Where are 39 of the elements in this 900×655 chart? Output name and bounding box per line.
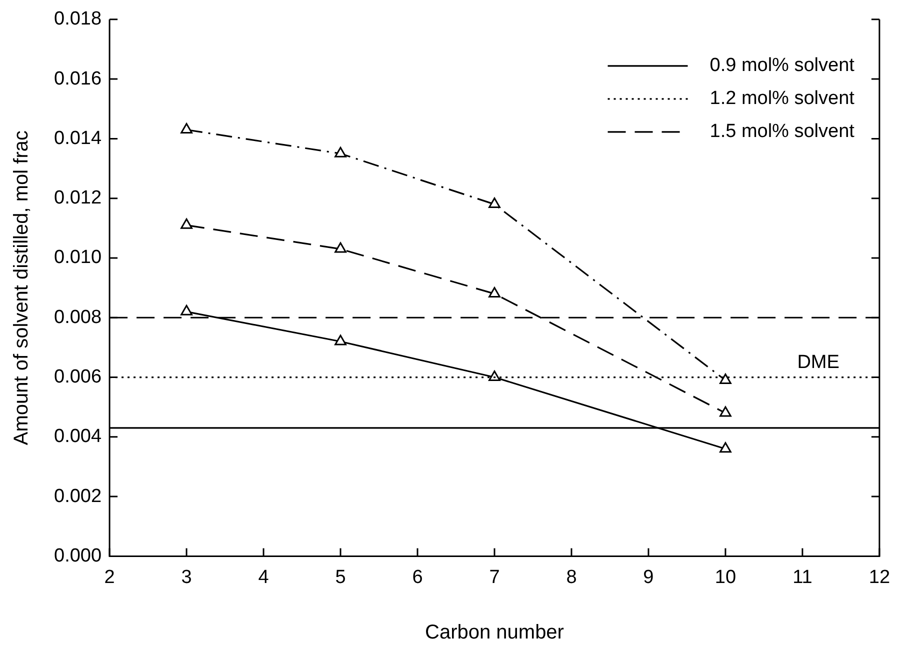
y-tick-label: 0.008 xyxy=(54,306,102,328)
point xyxy=(180,218,192,229)
y-tick-label: 0.018 xyxy=(54,8,102,30)
annotation: DME xyxy=(797,352,840,374)
y-axis-title: Amount of solvent distilled, mol frac xyxy=(10,130,33,446)
x-tick-label: 12 xyxy=(868,566,890,588)
x-tick-label: 3 xyxy=(181,566,192,588)
y-tick-label: 0.002 xyxy=(54,486,102,507)
x-tick-label: 6 xyxy=(412,566,423,588)
x-tick-label: 9 xyxy=(643,566,654,588)
x-tick-label: 5 xyxy=(335,566,346,588)
y-tick-label: 0.014 xyxy=(54,128,102,149)
x-tick-label: 10 xyxy=(714,566,736,588)
legend-label: 0.9 mol% solvent xyxy=(710,55,856,76)
point xyxy=(334,334,346,346)
point xyxy=(720,406,732,417)
point xyxy=(488,287,500,298)
y-tick-label: 0.010 xyxy=(54,247,102,268)
x-tick-label: 4 xyxy=(258,566,270,588)
point xyxy=(720,442,732,453)
point xyxy=(334,242,346,253)
x-tick-label: 7 xyxy=(489,566,500,588)
x-axis-title: Carbon number xyxy=(425,622,564,644)
y-tick-label: 0.004 xyxy=(54,426,102,448)
point xyxy=(488,198,500,208)
point xyxy=(720,374,732,384)
y-tick-label: 0.000 xyxy=(54,545,102,566)
y-tick-label: 0.016 xyxy=(54,68,102,90)
x-tick-label: 11 xyxy=(792,566,812,588)
point xyxy=(334,146,346,158)
point xyxy=(180,122,192,134)
point xyxy=(488,370,500,382)
legend-label: 1.2 mol% solvent xyxy=(710,88,856,110)
point xyxy=(180,304,192,316)
legend-label: 1.5 mol% solvent xyxy=(710,121,856,142)
x-tick-label: 8 xyxy=(566,566,577,588)
y-tick-label: 0.012 xyxy=(54,188,102,209)
x-tick-label: 2 xyxy=(104,566,115,588)
y-tick-label: 0.006 xyxy=(54,366,102,388)
